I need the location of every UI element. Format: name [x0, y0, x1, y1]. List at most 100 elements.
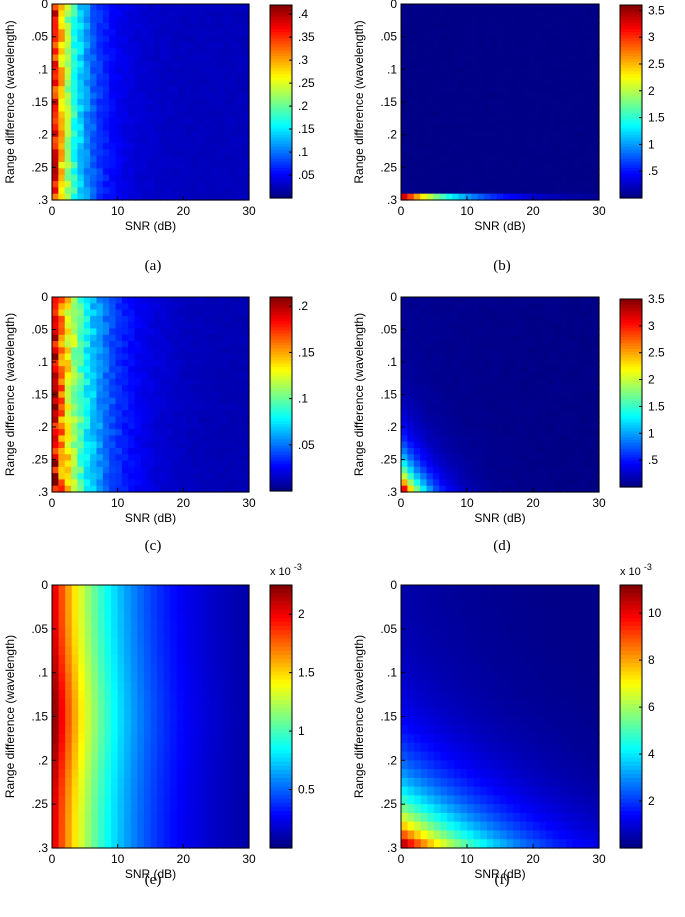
colorbar-segment: [620, 20, 642, 24]
heatmap-cell: [96, 441, 104, 449]
heatmap-cell: [91, 593, 99, 604]
heatmap-cell: [83, 10, 91, 18]
heatmap-cell: [560, 22, 568, 30]
heatmap-cell: [242, 193, 250, 201]
heatmap-cell: [83, 4, 91, 11]
heatmap-cell: [452, 435, 460, 443]
heatmap-cell: [547, 54, 555, 62]
heatmap-cell: [522, 353, 530, 361]
heatmap-cell: [153, 111, 161, 119]
heatmap-cell: [579, 48, 587, 56]
colorbar-tick-label: 3.5: [648, 292, 665, 306]
heatmap-cell: [586, 297, 594, 304]
heatmap-cell: [191, 429, 199, 436]
heatmap-cell: [515, 105, 523, 113]
heatmap-cell: [535, 41, 543, 49]
heatmap-cell: [554, 322, 562, 330]
heatmap-cell: [83, 155, 91, 163]
heatmap-cell: [484, 117, 492, 125]
heatmap-cell: [573, 187, 581, 195]
heatmap-cell: [439, 391, 447, 399]
heatmap-cell: [535, 35, 543, 43]
colorbar-segment: [620, 299, 642, 303]
heatmap-cell: [554, 136, 562, 144]
colorbar-segment: [620, 448, 642, 453]
heatmap-cell: [567, 403, 575, 411]
heatmap-cell: [121, 16, 129, 24]
heatmap-cell: [185, 117, 193, 125]
heatmap-cell: [115, 187, 123, 195]
heatmap-cell: [420, 124, 428, 132]
heatmap-cell: [96, 98, 104, 106]
heatmap-cell: [198, 143, 206, 151]
heatmap-cell: [560, 397, 568, 405]
heatmap-cell: [401, 136, 408, 144]
heatmap-cell: [509, 454, 517, 462]
heatmap-cell: [191, 130, 199, 138]
heatmap-cell: [496, 60, 504, 68]
heatmap-cell: [71, 111, 79, 119]
heatmap-cell: [541, 303, 549, 311]
colorbar-segment: [620, 179, 642, 184]
heatmap-cell: [445, 29, 453, 37]
heatmap-cell: [128, 322, 136, 330]
heatmap-cell: [91, 751, 99, 761]
heatmap-cell: [179, 35, 187, 43]
heatmap-cell: [464, 303, 472, 311]
heatmap-cell: [236, 111, 244, 119]
heatmap-cell: [134, 67, 142, 75]
heatmap-cell: [147, 60, 155, 68]
heatmap-cell: [235, 681, 244, 691]
heatmap-cell: [140, 29, 148, 37]
heatmap-cell: [432, 60, 440, 68]
heatmap-cell: [117, 760, 125, 770]
colorbar-segment: [620, 316, 642, 321]
heatmap-cell: [229, 454, 237, 462]
heatmap-cell: [484, 416, 492, 424]
heatmap-cell: [203, 751, 211, 761]
heatmap-cell: [458, 168, 466, 176]
colorbar-segment: [270, 481, 292, 486]
heatmap-cell: [522, 4, 530, 11]
heatmap-cell: [90, 322, 98, 330]
heatmap-cell: [209, 620, 217, 630]
heatmap-cell: [484, 378, 492, 386]
heatmap-cell: [554, 168, 562, 176]
heatmap-cell: [83, 309, 91, 317]
heatmap-cell: [71, 10, 79, 18]
heatmap-cell: [592, 303, 600, 311]
y-tick-label: 0: [41, 290, 48, 304]
heatmap-cell: [84, 593, 92, 604]
heatmap-cell: [198, 187, 206, 195]
heatmap-cell: [111, 602, 119, 612]
heatmap-cell: [541, 92, 549, 100]
heatmap-cell: [413, 353, 421, 361]
heatmap-cell: [439, 454, 447, 462]
heatmap-cell: [97, 760, 106, 770]
heatmap-cell: [490, 297, 498, 304]
heatmap-cell: [592, 454, 600, 462]
colorbar-segment: [270, 300, 292, 304]
heatmap-cell: [235, 672, 244, 683]
heatmap-cell: [52, 35, 59, 43]
heatmap-cell: [64, 309, 72, 317]
heatmap-cell: [528, 397, 536, 405]
heatmap-cell: [90, 35, 98, 43]
heatmap-cell: [198, 98, 206, 106]
heatmap-cell: [567, 378, 575, 386]
heatmap-cell: [121, 416, 129, 424]
colorbar-segment: [270, 83, 292, 88]
heatmap-cell: [97, 707, 106, 718]
heatmap-cell: [541, 149, 549, 157]
heatmap-cell: [413, 429, 421, 436]
heatmap-cell: [52, 359, 59, 367]
heatmap-cell: [223, 16, 231, 24]
heatmap-cell: [91, 690, 99, 700]
heatmap-cell: [579, 334, 587, 342]
heatmap-cell: [198, 86, 206, 94]
colorbar-segment: [620, 149, 642, 154]
heatmap-cell: [189, 690, 198, 700]
colorbar-segment: [270, 122, 292, 127]
heatmap-cell: [560, 60, 568, 68]
heatmap-cell: [242, 35, 250, 43]
